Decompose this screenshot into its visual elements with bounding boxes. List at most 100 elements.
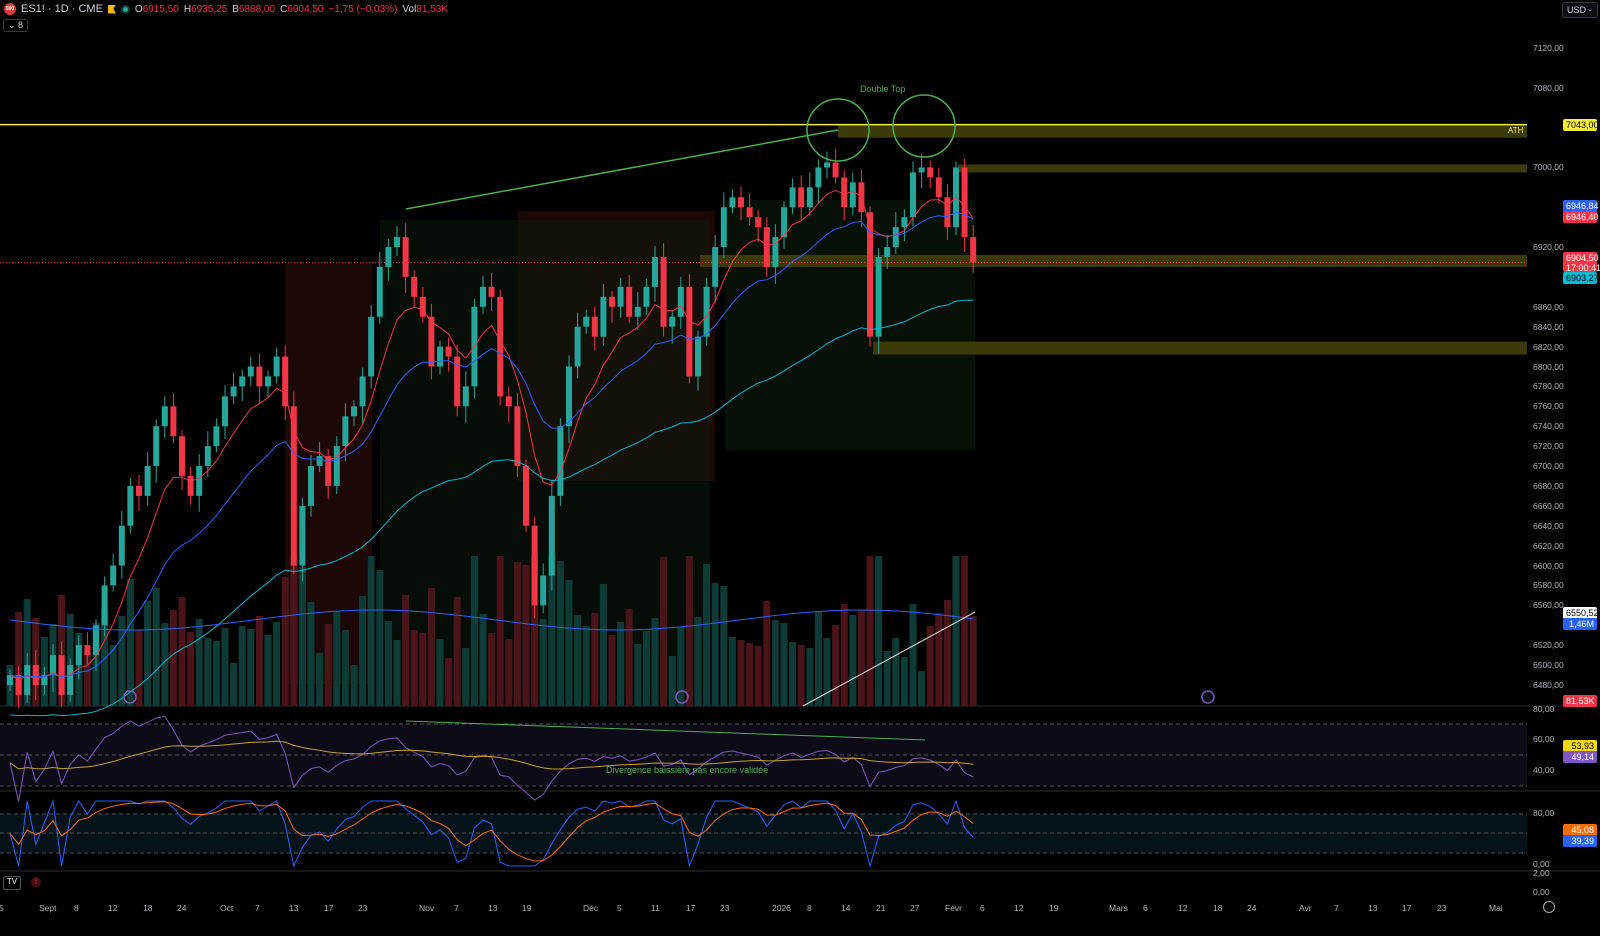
volume-bar	[462, 648, 470, 706]
candle-body	[867, 212, 873, 337]
tradingview-logo-icon[interactable]: TV	[3, 876, 21, 890]
double-top-label: Double Top	[860, 84, 906, 94]
volume-bar	[496, 556, 504, 706]
volume-bar	[806, 648, 814, 706]
time-tick: Déc	[583, 903, 599, 913]
candle-body	[729, 197, 736, 208]
price-tick: 6520,00	[1533, 640, 1564, 651]
open-label: O	[134, 3, 143, 15]
price-tick: 6500,00	[1533, 660, 1564, 671]
volume-bar	[548, 556, 556, 706]
volume-bar	[651, 618, 659, 706]
volume-bar	[875, 556, 883, 706]
stoch-k-line	[9, 799, 974, 868]
volume-bar	[926, 626, 934, 706]
time-tick: 8	[807, 903, 812, 913]
time-tick: 17	[1402, 903, 1412, 913]
candle-body	[927, 167, 934, 178]
dividend-event-icon	[675, 690, 689, 704]
candle-body	[196, 466, 203, 496]
candle-body	[247, 366, 254, 377]
candle-body	[118, 525, 125, 566]
volume-bar	[668, 656, 676, 706]
volume-bar	[470, 556, 478, 706]
symbol-title[interactable]: ES1! · 1D · CME	[21, 3, 103, 15]
volume-bar	[384, 621, 392, 706]
candle-body	[359, 376, 366, 407]
volume-label: Vol	[402, 3, 417, 15]
volume-bar	[599, 584, 607, 706]
flag-icon[interactable]	[107, 4, 116, 14]
candle-body	[265, 376, 271, 387]
time-tick: 18	[143, 903, 153, 913]
candle-body	[230, 386, 237, 397]
candle-body	[333, 446, 340, 486]
volume-bar	[857, 610, 865, 706]
volume-bar	[539, 619, 547, 706]
alert-icon[interactable]: !	[31, 877, 41, 887]
volume-bar	[152, 588, 160, 706]
time-tick: 13	[1368, 903, 1378, 913]
price-tick: 6600,00	[1533, 560, 1564, 571]
time-tick: Sept	[39, 903, 57, 913]
open-value: 6915,50	[142, 3, 179, 15]
support-zone-2	[873, 341, 1527, 355]
candle-body	[652, 257, 658, 287]
volume-bar	[660, 557, 668, 706]
time-tick: 17	[324, 903, 334, 913]
candle-body	[746, 207, 753, 218]
volume-bar	[273, 622, 281, 706]
volume-bar	[591, 613, 599, 706]
stoch-axis-80: 80,00	[1533, 808, 1555, 818]
price-tick: 6480,00	[1533, 680, 1564, 690]
double-top-circle	[892, 94, 956, 158]
time-tick: 24	[177, 903, 187, 913]
volume-bar	[797, 645, 805, 706]
stoch-k-label: 39,39	[1563, 835, 1597, 847]
candle-body	[892, 227, 899, 248]
settings-gear-icon[interactable]	[1543, 901, 1555, 913]
time-tick: 17	[686, 903, 696, 913]
candle-body	[488, 286, 495, 297]
candle-body	[634, 306, 641, 317]
price-tick: 6680,00	[1533, 480, 1564, 491]
volume-bar	[281, 577, 289, 706]
ath-price-label: 7043,00	[1563, 119, 1599, 131]
time-tick: 19	[1049, 903, 1059, 913]
volume-bar	[522, 565, 530, 706]
currency-select[interactable]: USD ⌄	[1562, 2, 1598, 18]
candle-body	[686, 286, 693, 377]
support-zone	[700, 254, 1527, 267]
volume-bar	[178, 597, 186, 706]
candle-body	[643, 286, 650, 307]
volume-bar	[849, 615, 857, 706]
volume-bar	[737, 640, 745, 706]
candle-body	[308, 466, 314, 506]
extra-axis-2: 2,00	[1533, 868, 1550, 878]
time-tick: 5	[617, 903, 622, 913]
indicators-toggle-button[interactable]: ⌄ 8	[3, 19, 29, 32]
volume-bar	[574, 615, 582, 706]
volume-bar	[126, 579, 134, 706]
candle-body	[970, 237, 977, 263]
volume-bar	[83, 652, 91, 706]
candle-body	[50, 655, 56, 676]
time-tick: 13	[289, 903, 299, 913]
volume-bar	[144, 601, 152, 706]
ath-zone	[838, 124, 1527, 138]
dividend-event-icon	[1201, 690, 1215, 704]
volume-bar	[634, 644, 642, 706]
candle-body	[557, 426, 564, 496]
time-tick: Nov	[419, 903, 435, 913]
volume-bar	[101, 610, 109, 706]
rsi-axis-80: 80,00	[1533, 704, 1555, 714]
volume-bar	[187, 632, 195, 706]
price-tick: 6720,00	[1533, 441, 1564, 452]
volume-bar	[427, 588, 435, 706]
volume-bar	[565, 580, 573, 706]
candle-body	[179, 436, 185, 476]
volume-bar	[513, 562, 521, 706]
volume-bar	[376, 570, 384, 706]
volume-bar	[720, 586, 728, 706]
